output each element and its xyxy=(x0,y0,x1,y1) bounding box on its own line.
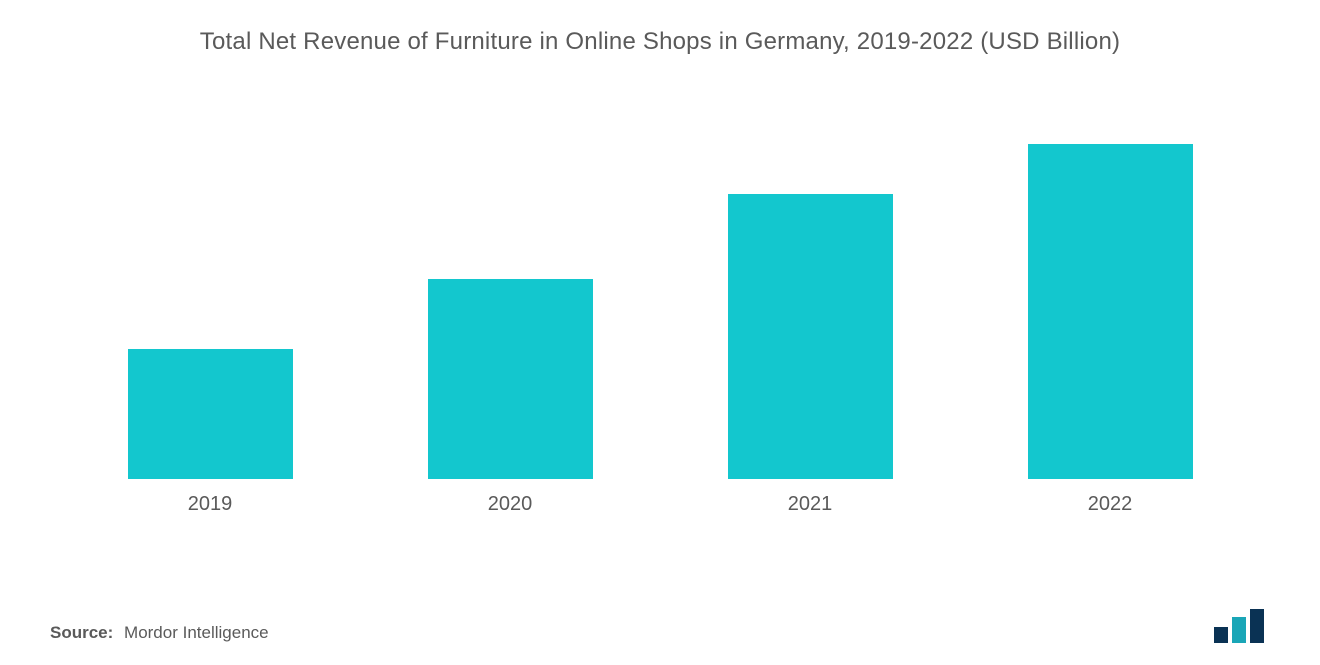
mordor-logo-icon xyxy=(1212,609,1270,643)
bar-2 xyxy=(728,194,893,479)
chart-title: Total Net Revenue of Furniture in Online… xyxy=(50,28,1270,56)
bar-label-1: 2020 xyxy=(488,493,533,516)
logo-bar-2 xyxy=(1232,617,1246,643)
bar-group-0: 2019 xyxy=(60,116,360,516)
chart-container: Total Net Revenue of Furniture in Online… xyxy=(0,0,1320,665)
source-text: Mordor Intelligence xyxy=(124,623,269,642)
bar-label-2: 2021 xyxy=(788,493,833,516)
logo-bar-3 xyxy=(1250,609,1264,643)
bar-0 xyxy=(128,349,293,479)
logo-bar-1 xyxy=(1214,627,1228,643)
bar-group-1: 2020 xyxy=(360,116,660,516)
bar-1 xyxy=(428,279,593,479)
bar-group-2: 2021 xyxy=(660,116,960,516)
plot-area: 2019 2020 2021 2022 xyxy=(50,116,1270,516)
source-line: Source: Mordor Intelligence xyxy=(50,623,269,643)
bar-3 xyxy=(1028,144,1193,479)
bar-label-3: 2022 xyxy=(1088,493,1133,516)
bar-label-0: 2019 xyxy=(188,493,233,516)
source-label: Source: xyxy=(50,623,113,642)
footer: Source: Mordor Intelligence xyxy=(50,609,1270,643)
bar-group-3: 2022 xyxy=(960,116,1260,516)
